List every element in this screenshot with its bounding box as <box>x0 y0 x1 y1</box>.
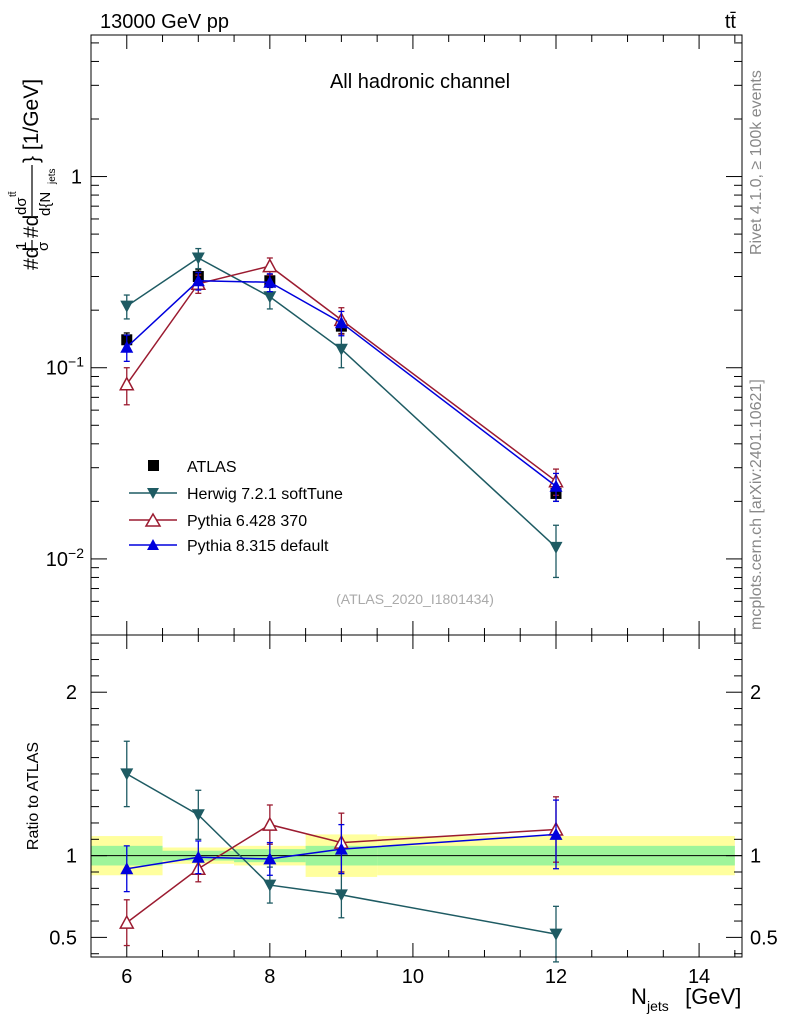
ratio-data-point <box>263 879 277 892</box>
legend-marker-atlas <box>148 460 159 471</box>
main-ylabel: #d 1 σ #d dσ tt̄ d{N jets } [1/GeV] <box>7 79 58 270</box>
ratio-data-point <box>191 809 205 822</box>
legend-marker-pythia8 <box>147 539 159 550</box>
data-point <box>334 343 348 356</box>
legend-label-herwig: Herwig 7.2.1 softTune <box>187 486 343 503</box>
ylabel-frac-num: 1 <box>13 242 30 250</box>
x-tick-label: 6 <box>121 966 132 988</box>
legend-label-pythia8: Pythia 8.315 default <box>187 538 329 555</box>
ratio-data-point <box>120 768 134 781</box>
series-herwig-7-2-1-softtune <box>120 247 563 579</box>
ratio-data-point <box>549 928 563 941</box>
ratio-y-tick-label-left: 1 <box>66 846 77 868</box>
ratio-ylabel: Ratio to ATLAS <box>25 742 42 850</box>
ratio-frame <box>90 634 743 958</box>
ratio-y-tick-label-left: 2 <box>66 682 77 704</box>
y-tick-label: 10−2 <box>46 545 84 571</box>
ratio-series-herwig-7-2-1-softtune <box>120 740 563 963</box>
analysis-id: (ATLAS_2020_I1801434) <box>336 591 494 607</box>
xlabel-main: N <box>631 984 647 1009</box>
x-tick-label: 10 <box>402 966 424 988</box>
ratio-data-point <box>120 862 134 875</box>
ratio-data-point <box>334 842 348 855</box>
data-point <box>191 274 205 287</box>
data-point <box>120 340 134 353</box>
ratio-data-point <box>549 827 563 840</box>
process-label: tt̄ <box>725 11 737 33</box>
rivet-label: Rivet 4.1.0, ≥ 100k events <box>748 70 765 255</box>
main-title: All hadronic channel <box>330 71 510 93</box>
ratio-data-point <box>191 850 205 863</box>
ylabel-dden: d{N <box>37 192 54 216</box>
ylabel-frac-den: σ <box>35 241 52 251</box>
ratio-y-tick-label-right: 1 <box>750 846 761 868</box>
ratio-series-pythia-8-315-default <box>120 799 563 893</box>
ylabel-dnum: dσ <box>13 197 30 215</box>
data-point <box>191 252 205 265</box>
energy-label: 13000 GeV pp <box>100 11 229 33</box>
legend-label-pythia6: Pythia 6.428 370 <box>187 513 307 530</box>
main-panel: 10−2 10−1 1 All hadronic channel (ATLAS_20… <box>7 34 743 636</box>
ratio-data-point <box>263 852 277 865</box>
ylabel-mid: #d <box>20 215 43 238</box>
ratio-y-tick-label-right: 2 <box>750 682 761 704</box>
ratio-y-tick-label-right: 0.5 <box>750 927 778 949</box>
x-tick-label: 12 <box>545 966 567 988</box>
data-point <box>263 275 277 288</box>
y-tick-label: 1 <box>71 167 82 189</box>
x-axis-label: N jets [GeV] <box>631 984 741 1014</box>
mcplots-label: mcplots.cern.ch [arXiv:2401.10621] <box>748 379 765 630</box>
ratio-data-point <box>119 914 135 929</box>
ylabel-tail: } [1/GeV] <box>20 79 43 163</box>
x-tick-label: 8 <box>264 966 275 988</box>
legend-marker-pythia6 <box>144 512 162 527</box>
data-point <box>334 316 348 329</box>
main-plot-area: 10−2 10−1 1 <box>46 35 742 636</box>
y-tick-label: 10−1 <box>46 354 84 380</box>
ylabel-dnum-sup: tt̄ <box>7 191 19 197</box>
data-point <box>120 300 134 313</box>
series-pythia-8-315-default <box>120 271 563 503</box>
data-point <box>549 541 563 554</box>
xlabel-sub: jets <box>646 998 669 1014</box>
xlabel-tail: [GeV] <box>679 984 741 1009</box>
legend: ATLAS Herwig 7.2.1 softTune Pythia 6.428… <box>129 459 343 555</box>
ratio-data-point <box>334 889 348 902</box>
data-point <box>262 258 278 273</box>
ratio-data-point <box>262 816 278 831</box>
legend-marker-herwig <box>147 488 159 499</box>
ylabel-lead: #d <box>20 247 43 270</box>
data-point <box>263 291 277 304</box>
svg-text:#d: #d <box>20 247 43 270</box>
data-point <box>119 376 135 391</box>
ylabel-dden-sub: jets <box>47 168 58 185</box>
legend-label-atlas: ATLAS <box>187 459 237 476</box>
x-tick-label: 14 <box>688 966 710 988</box>
ratio-plot-area: 0.5 0.51 12 26 8 10 12 14 <box>49 635 778 988</box>
ratio-y-tick-label-left: 0.5 <box>49 927 77 949</box>
data-point <box>549 479 563 492</box>
ratio-panel: 0.5 0.51 12 26 8 10 12 14 Ratio to ATLAS N jets… <box>25 634 778 1014</box>
